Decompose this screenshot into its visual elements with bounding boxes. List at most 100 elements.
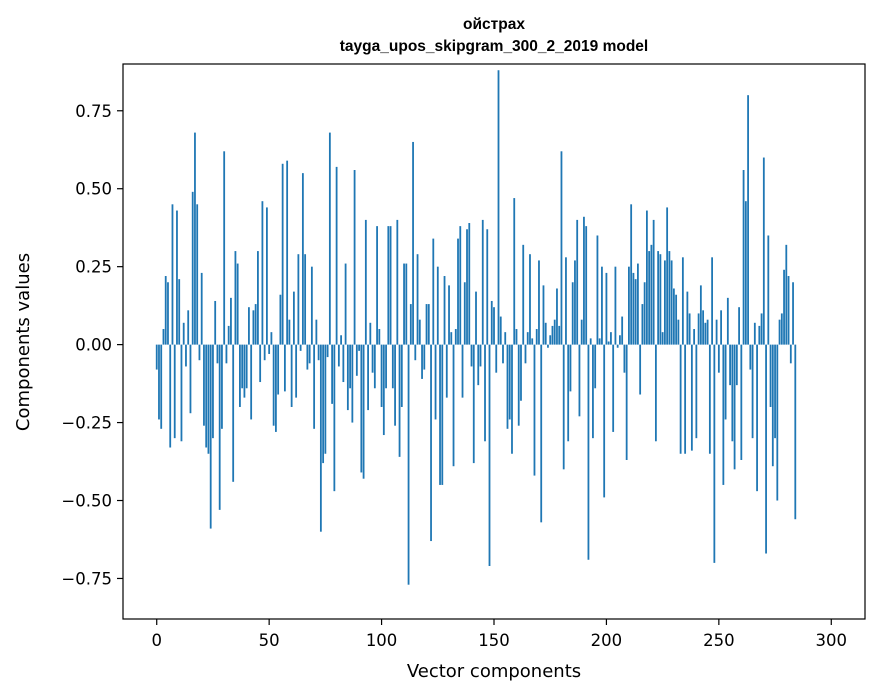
bar-106 (394, 344, 396, 426)
bar-136 (461, 344, 464, 398)
bar-162 (520, 344, 522, 401)
bar-163 (522, 244, 525, 345)
bar-235 (684, 344, 687, 454)
bar-5 (167, 282, 169, 345)
bar-233 (679, 344, 682, 454)
bar-78 (331, 344, 334, 404)
bar-65 (301, 173, 304, 345)
bar-11 (180, 344, 183, 442)
bar-109 (400, 344, 403, 407)
bar-28 (218, 344, 221, 510)
bar-104 (389, 226, 392, 345)
bar-66 (304, 254, 307, 345)
bar-107 (396, 219, 399, 345)
bar-64 (299, 344, 302, 351)
bar-57 (283, 344, 286, 392)
bar-116 (416, 254, 419, 345)
bar-34 (232, 344, 235, 482)
y-tick-label: 0.75 (75, 102, 112, 121)
bar-71 (315, 319, 318, 345)
bar-32 (227, 325, 230, 345)
bar-51 (270, 332, 273, 345)
bar-127 (441, 344, 444, 485)
bar-154 (502, 344, 504, 364)
bar-180 (560, 151, 563, 345)
bar-219 (648, 251, 651, 345)
bar-179 (558, 325, 561, 345)
bar-197 (598, 338, 601, 345)
bar-238 (690, 344, 693, 451)
bar-137 (463, 282, 466, 345)
bar-150 (493, 307, 495, 345)
bar-113 (409, 304, 412, 345)
bar-181 (562, 344, 565, 470)
bar-62 (295, 344, 298, 398)
bar-110 (403, 263, 405, 345)
bar-269 (760, 313, 763, 345)
bar-214 (637, 263, 639, 345)
bar-192 (587, 344, 590, 560)
bar-73 (319, 344, 322, 532)
bar-215 (639, 344, 642, 395)
y-tick-label: −0.25 (61, 414, 112, 433)
bar-170 (538, 260, 540, 345)
bar-111 (405, 263, 408, 345)
bar-13 (185, 344, 187, 367)
bar-257 (733, 344, 736, 470)
bar-123 (432, 238, 435, 345)
bar-130 (448, 285, 450, 345)
bar-135 (459, 226, 462, 345)
bar-45 (257, 251, 259, 345)
bar-29 (221, 344, 223, 429)
plot-area-frame (122, 63, 866, 620)
bar-222 (654, 344, 657, 442)
bar-157 (508, 344, 511, 420)
bar-2 (160, 344, 163, 429)
bar-86 (349, 344, 351, 389)
bar-44 (254, 304, 257, 345)
bar-262 (744, 201, 747, 345)
bar-172 (542, 285, 545, 345)
bar-88 (353, 170, 356, 345)
bar-272 (767, 235, 770, 345)
bar-140 (470, 344, 473, 367)
bar-4 (164, 276, 167, 345)
bar-182 (565, 257, 567, 345)
bar-147 (486, 229, 489, 345)
bar-115 (414, 344, 417, 361)
bar-122 (430, 344, 432, 542)
bar-248 (713, 344, 716, 563)
bar-25 (212, 344, 214, 439)
bar-173 (544, 322, 547, 345)
bar-186 (574, 260, 576, 345)
bar-183 (567, 344, 570, 442)
y-tick-label: 0.00 (75, 336, 112, 355)
bar-166 (529, 254, 531, 345)
bar-121 (427, 304, 430, 345)
x-tick-label: 200 (591, 631, 623, 650)
bar-95 (369, 322, 372, 345)
bar-243 (702, 310, 705, 345)
bar-167 (531, 338, 534, 345)
y-axis-label: Components values (13, 253, 34, 431)
bar-226 (663, 260, 666, 345)
bar-93 (364, 219, 367, 345)
bar-82 (340, 335, 342, 345)
bar-1 (158, 344, 160, 420)
bar-280 (785, 244, 788, 345)
bar-252 (722, 344, 725, 485)
bar-204 (614, 266, 617, 345)
bar-283 (792, 282, 794, 345)
bar-187 (576, 219, 579, 345)
bar-273 (769, 344, 772, 407)
x-tick-label: 50 (259, 631, 280, 650)
bar-85 (346, 344, 349, 411)
bar-79 (333, 344, 336, 492)
bar-206 (619, 335, 621, 345)
bar-161 (517, 344, 520, 426)
bar-7 (171, 204, 174, 345)
bar-3 (162, 329, 165, 345)
bar-8 (173, 344, 176, 439)
x-tick-label: 300 (816, 631, 848, 650)
bar-212 (632, 272, 635, 345)
